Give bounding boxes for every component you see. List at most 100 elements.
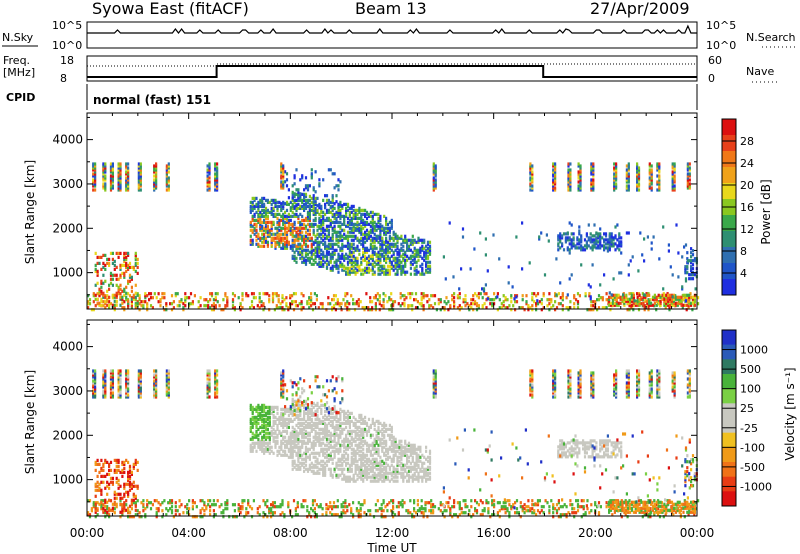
data-cell [655,299,658,303]
data-cell [398,250,401,254]
data-cell [312,204,315,208]
data-cell [352,298,355,302]
data-cell [627,297,630,301]
data-cell [94,170,97,174]
data-cell [515,235,518,239]
data-cell [111,164,114,168]
data-cell [413,268,416,272]
data-cell [453,300,456,304]
data-cell [297,198,300,202]
data-cell [327,230,330,234]
data-cell [155,162,158,166]
data-cell [280,202,283,206]
data-cell [625,184,628,188]
data-cell [134,298,137,302]
data-cell [222,298,225,302]
data-cell [289,439,292,443]
data-cell [134,261,137,265]
data-cell [132,297,135,301]
data-cell [604,246,608,250]
data-cell [266,443,269,447]
data-cell [295,238,298,242]
data-cell [136,257,139,261]
data-cell [345,234,348,238]
data-cell [108,300,111,304]
data-cell [358,252,361,256]
data-cell [356,208,359,212]
data-cell [249,405,252,409]
data-cell [316,435,319,439]
data-cell [226,300,229,304]
data-cell [329,419,332,423]
data-cell [335,447,338,451]
data-cell [561,294,564,298]
data-cell [327,246,330,250]
data-cell [468,308,471,312]
data-cell [540,302,543,306]
data-cell [293,435,296,439]
data-cell [310,204,313,208]
data-cell [500,302,503,306]
data-cell [299,417,302,421]
data-cell [310,425,313,429]
data-cell [397,302,400,306]
data-cell [377,268,380,272]
data-cell [251,417,254,421]
data-cell [390,304,393,308]
data-cell [324,421,327,425]
data-cell [113,259,116,263]
data-cell [346,266,350,270]
data-cell [314,202,317,206]
data-cell [658,186,661,190]
data-cell [318,216,321,220]
data-cell [456,294,459,298]
data-cell [420,298,423,302]
data-cell [285,172,289,176]
data-cell [322,471,325,475]
data-cell [153,186,156,190]
data-cell [365,238,369,242]
data-cell [385,216,388,220]
data-cell [428,250,432,254]
data-cell [206,168,209,172]
data-cell [343,413,346,417]
data-cell [295,232,298,236]
data-cell [268,419,271,423]
data-cell [388,236,391,240]
data-cell [137,164,140,168]
data-cell [360,216,363,220]
data-cell [119,287,122,291]
data-cell [691,299,695,303]
data-cell [272,439,275,443]
data-cell [342,298,345,302]
data-cell [329,266,332,270]
data-cell [306,415,310,419]
data-cell [312,445,315,449]
data-cell [367,459,371,463]
data-cell [385,272,388,276]
data-cell [255,415,258,419]
data-cell [502,304,505,308]
data-cell [327,202,330,206]
data-cell [119,166,122,170]
data-cell [352,475,355,479]
data-cell [453,304,456,308]
data-cell [335,443,338,447]
data-cell [206,170,209,174]
data-cell [125,291,128,295]
data-cell [249,306,252,310]
data-cell [388,230,391,234]
data-cell [358,264,361,268]
data-cell [263,204,266,208]
data-cell [651,303,655,307]
data-cell [257,427,260,431]
data-cell [209,298,212,302]
nsky-strip [86,21,698,49]
data-cell [411,292,414,296]
data-cell [314,196,317,200]
data-cell [335,234,338,238]
data-cell [350,437,353,441]
data-cell [543,273,547,277]
data-cell [94,180,97,184]
data-cell [385,457,388,461]
